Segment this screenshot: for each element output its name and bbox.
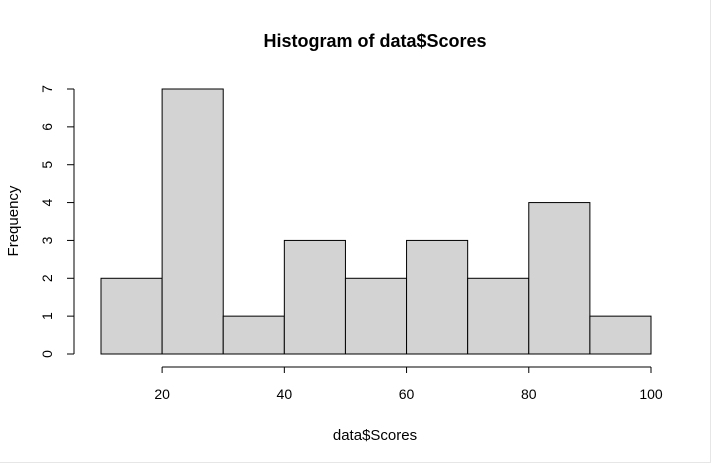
x-axis: 20 40 60 80 100: [154, 366, 663, 402]
x-axis-label: data$Scores: [333, 427, 417, 444]
histogram-bar-4: [283, 239, 346, 355]
y-tick-label: 7: [39, 85, 55, 93]
chart-title: Histogram of data$Scores: [263, 31, 486, 51]
histogram-bar-9: [589, 315, 652, 355]
x-tick-label: 100: [639, 386, 663, 402]
y-tick-label: 5: [39, 161, 55, 169]
x-tick-label: 80: [521, 386, 537, 402]
histogram-bar-8: [528, 202, 591, 355]
y-tick-label: 6: [39, 123, 55, 131]
histogram-bar-3: [222, 315, 285, 355]
x-tick-label: 20: [154, 386, 170, 402]
y-tick-label: 0: [39, 350, 55, 358]
x-tick-label: 60: [399, 386, 415, 402]
histogram-bar-2: [161, 88, 224, 355]
y-axis-label: Frequency: [5, 185, 22, 256]
y-tick-label: 4: [39, 198, 55, 206]
x-tick-label: 40: [277, 386, 293, 402]
y-axis: 0 1 2 3 4 5 6 7: [39, 85, 75, 358]
histogram-bar-1: [100, 277, 163, 355]
y-tick-label: 2: [39, 274, 55, 282]
y-tick-label: 3: [39, 236, 55, 244]
bars-group: [100, 88, 652, 355]
histogram-bar-7: [467, 277, 530, 355]
y-tick-label: 1: [39, 312, 55, 320]
histogram-bar-5: [344, 277, 408, 355]
histogram-bar-6: [406, 239, 469, 355]
